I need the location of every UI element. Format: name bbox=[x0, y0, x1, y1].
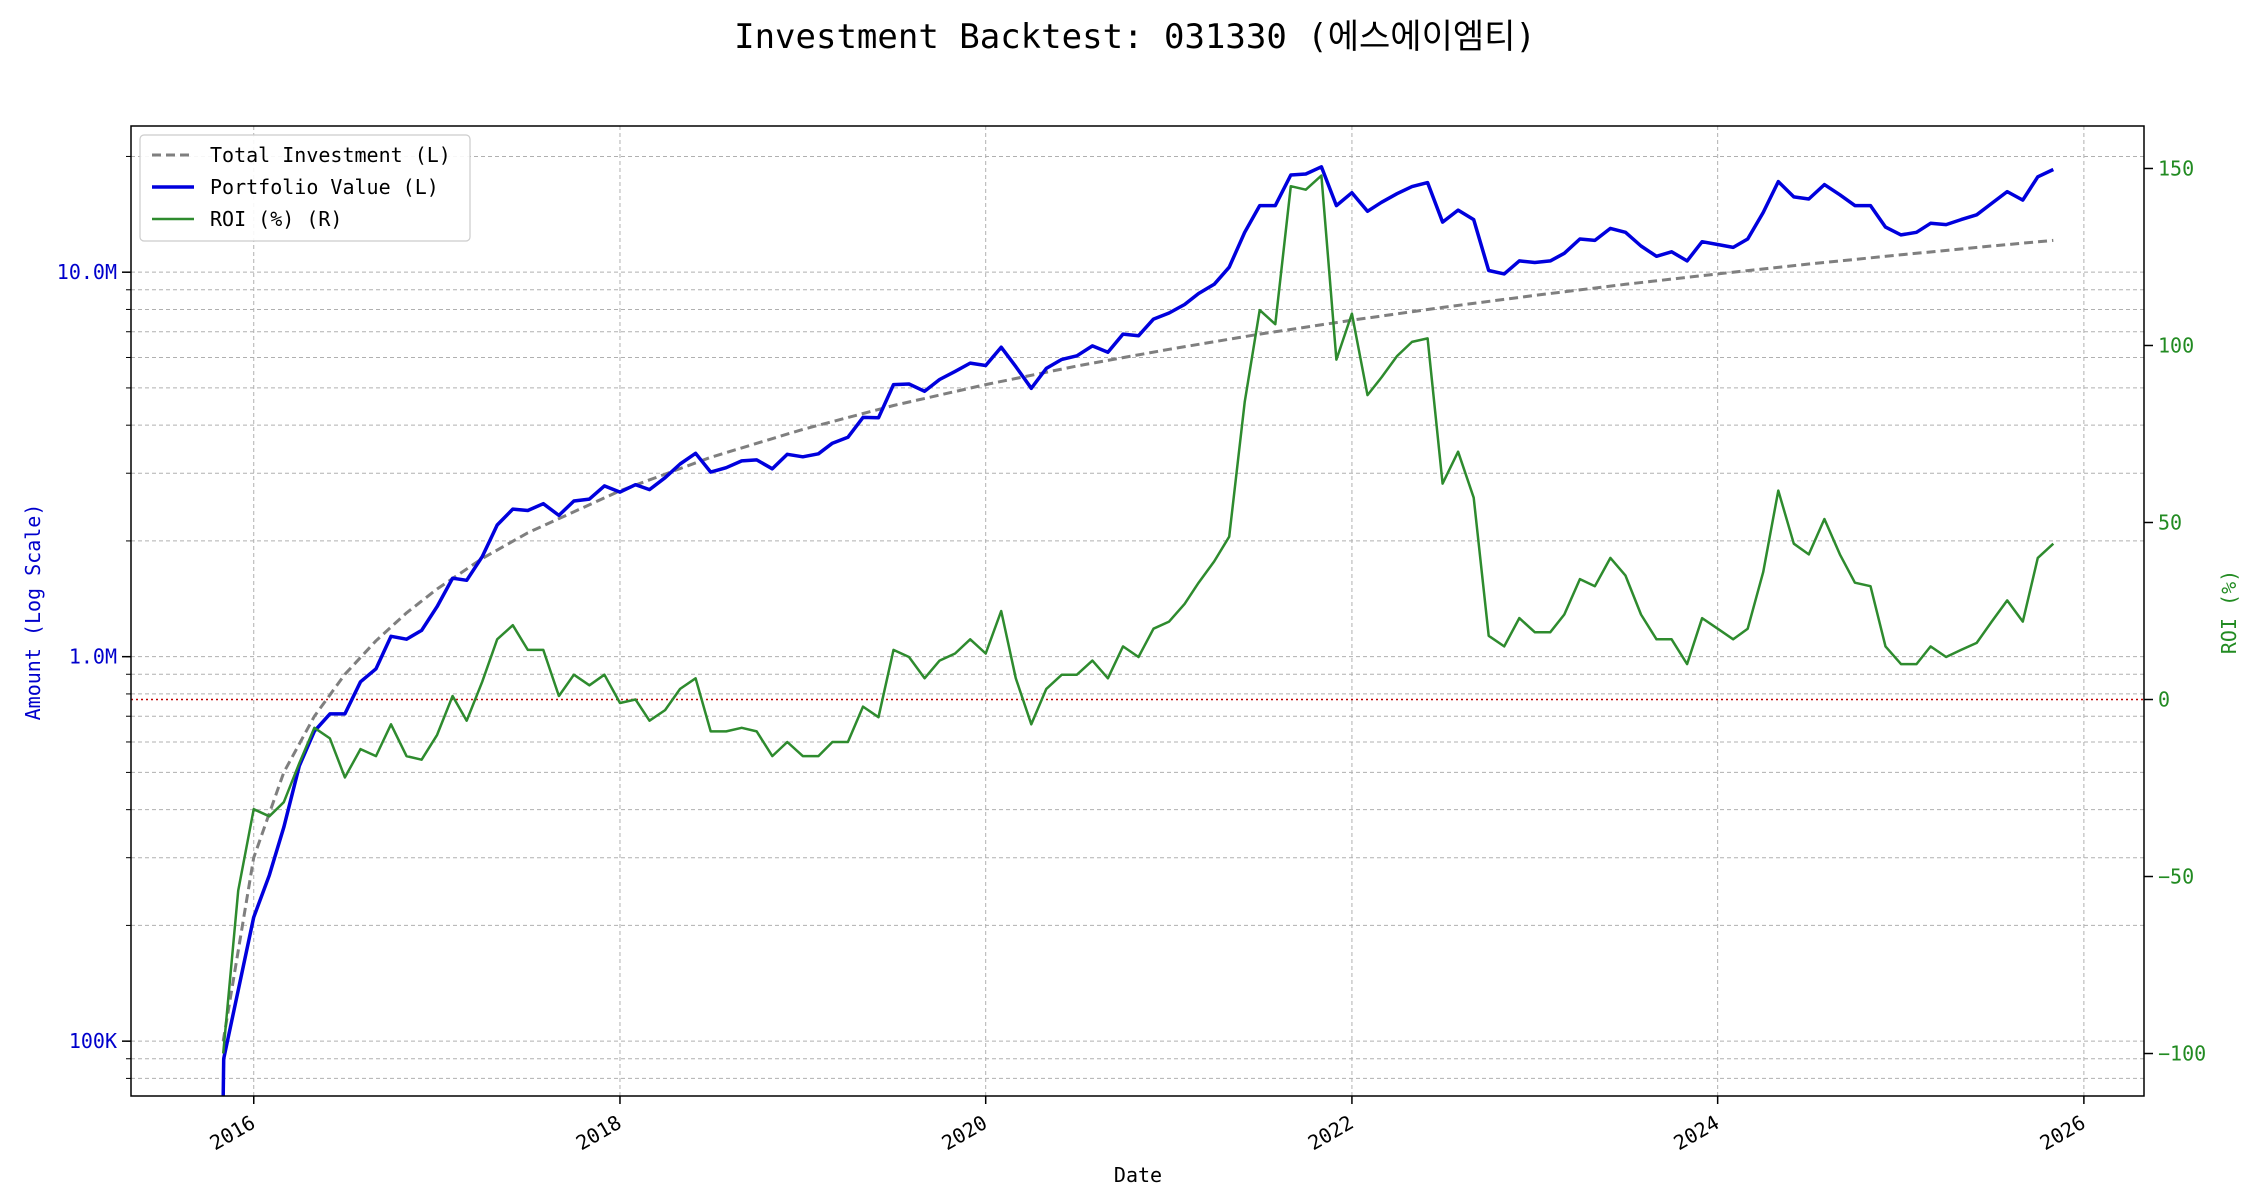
legend-label-roi: ROI (%) (R) bbox=[210, 207, 342, 231]
series-portfolio-value bbox=[221, 165, 2055, 1097]
right-y-tick-label: 0 bbox=[2158, 688, 2170, 712]
series-layer bbox=[221, 165, 2055, 1097]
left-y-axis: 100K 1.0M 10.0M bbox=[57, 155, 131, 1079]
plot-frame bbox=[130, 125, 2145, 1097]
legend: Total Investment (L) Portfolio Value (L)… bbox=[139, 134, 471, 242]
chart-title: Investment Backtest: 031330 (에스에이엠티) bbox=[734, 17, 1536, 57]
x-axis: 2016 2018 2020 2022 2024 2026 bbox=[206, 1096, 2090, 1155]
x-tick-label: 2016 bbox=[206, 1110, 260, 1155]
right-y-tick-label: 50 bbox=[2158, 510, 2182, 534]
series-total-investment bbox=[221, 238, 2054, 1042]
right-y-tick-label: −100 bbox=[2158, 1042, 2206, 1066]
x-tick-label: 2024 bbox=[1669, 1110, 1723, 1155]
legend-box bbox=[139, 134, 471, 242]
right-y-axis-label: ROI (%) bbox=[2217, 570, 2241, 654]
right-y-tick-label: 100 bbox=[2158, 333, 2194, 357]
grid-lines bbox=[131, 126, 2144, 1096]
left-y-axis-label: Amount (Log Scale) bbox=[21, 504, 45, 721]
x-tick-label: 2022 bbox=[1304, 1110, 1358, 1155]
legend-label-portfolio-value: Portfolio Value (L) bbox=[210, 175, 439, 199]
series-roi bbox=[221, 174, 2055, 1054]
left-y-tick-label: 10.0M bbox=[57, 260, 117, 284]
x-tick-label: 2026 bbox=[2036, 1110, 2090, 1155]
right-y-tick-label: 150 bbox=[2158, 156, 2194, 180]
right-y-tick-label: −50 bbox=[2158, 865, 2194, 889]
legend-label-total-investment: Total Investment (L) bbox=[210, 143, 451, 167]
x-tick-label: 2018 bbox=[572, 1110, 626, 1155]
x-axis-label: Date bbox=[1114, 1163, 1162, 1187]
x-tick-label: 2020 bbox=[937, 1110, 991, 1155]
left-y-tick-label: 1.0M bbox=[69, 645, 117, 669]
right-y-axis: −100 −50 0 50 100 150 bbox=[2144, 156, 2206, 1066]
left-y-tick-label: 100K bbox=[69, 1029, 117, 1053]
